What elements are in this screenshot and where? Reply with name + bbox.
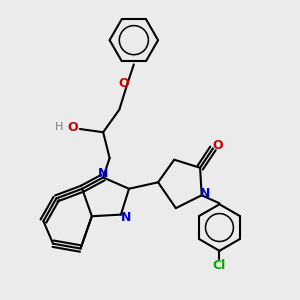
- Text: Cl: Cl: [213, 259, 226, 272]
- Text: N: N: [121, 211, 131, 224]
- Text: O: O: [212, 139, 223, 152]
- Text: N: N: [98, 167, 108, 180]
- Text: H: H: [56, 122, 64, 132]
- Text: O: O: [119, 77, 130, 90]
- Text: O: O: [67, 121, 78, 134]
- Text: N: N: [200, 187, 210, 200]
